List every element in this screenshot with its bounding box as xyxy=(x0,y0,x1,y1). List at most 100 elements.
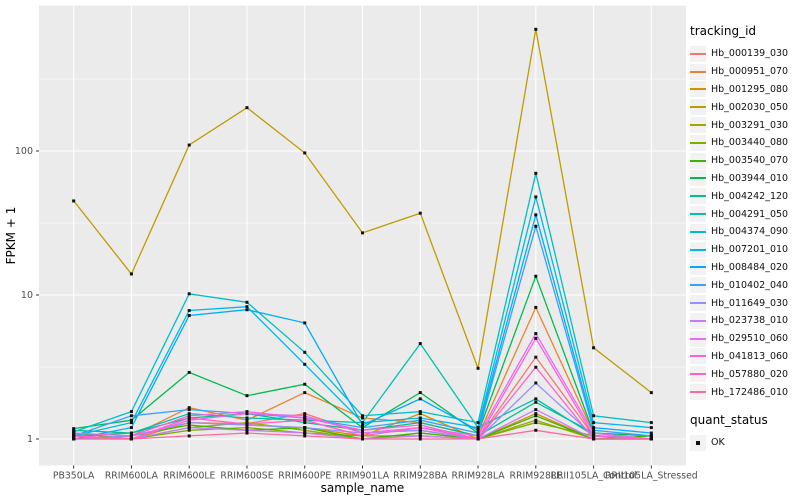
legend-item: Hb_029510_060 xyxy=(690,330,798,348)
data-point xyxy=(592,431,596,435)
legend-item: Hb_000139_030 xyxy=(690,45,798,63)
legend-item-label: Hb_003440_080 xyxy=(711,137,789,149)
data-point xyxy=(361,426,364,430)
data-point xyxy=(129,418,133,422)
data-point xyxy=(534,428,538,432)
legend-item: Hb_010402_040 xyxy=(690,276,798,294)
data-point xyxy=(187,370,191,374)
data-point xyxy=(592,346,596,350)
legend-line-key-icon xyxy=(690,259,706,276)
legend-line-key-icon xyxy=(690,277,706,294)
data-point xyxy=(534,213,538,217)
data-point xyxy=(303,151,307,155)
data-point xyxy=(534,195,538,199)
data-point xyxy=(418,434,422,438)
quant-status-legend: quant_status OK xyxy=(690,413,798,452)
data-point xyxy=(418,423,422,427)
legend-item-ok: OK xyxy=(690,434,798,452)
legend-item: Hb_002030_050 xyxy=(690,98,798,116)
legend-line-key-icon xyxy=(690,366,706,383)
data-point xyxy=(649,431,653,435)
x-tick-label: RRIM600SE xyxy=(220,471,273,482)
data-point xyxy=(187,428,191,432)
legend-line-key-icon xyxy=(690,117,706,134)
data-point xyxy=(303,431,307,435)
data-point xyxy=(245,308,249,312)
legend-item-label: Hb_004242_120 xyxy=(711,190,789,202)
x-tick-label: RRII105LA_Stressed xyxy=(605,471,698,482)
data-point xyxy=(534,408,538,412)
data-point xyxy=(72,434,76,438)
data-point xyxy=(418,437,422,441)
data-point xyxy=(592,414,596,418)
data-point xyxy=(418,431,422,435)
legend-item: Hb_008484_020 xyxy=(690,259,798,277)
legend-line-key-icon xyxy=(690,241,706,258)
data-point xyxy=(303,350,307,354)
data-point xyxy=(129,410,133,414)
data-point xyxy=(187,408,191,412)
data-point xyxy=(418,397,422,401)
data-point xyxy=(418,418,422,422)
data-point xyxy=(534,418,538,422)
data-point xyxy=(129,434,133,438)
data-point xyxy=(649,421,653,425)
data-point xyxy=(476,366,480,370)
data-point xyxy=(476,437,480,441)
x-tick-label: RRIM600PE xyxy=(278,471,331,482)
legend-item-label: Hb_000139_030 xyxy=(711,48,789,60)
data-point xyxy=(129,431,133,435)
data-point xyxy=(303,418,307,422)
data-point xyxy=(592,437,596,441)
legend-line-key-icon xyxy=(690,295,706,312)
data-point xyxy=(187,309,191,313)
legend-item-label: OK xyxy=(711,437,725,449)
data-point xyxy=(187,421,191,425)
data-point xyxy=(187,143,191,147)
legend-title-tracking-id: tracking_id xyxy=(690,24,757,38)
data-point xyxy=(534,274,538,278)
legend-item-label: Hb_000951_070 xyxy=(711,66,789,78)
legend-item: Hb_000951_070 xyxy=(690,63,798,81)
data-point xyxy=(245,418,249,422)
data-point xyxy=(476,434,480,438)
x-tick-label: RRIM928LA xyxy=(451,471,505,482)
data-point xyxy=(418,426,422,430)
data-point xyxy=(649,391,653,395)
data-point xyxy=(303,421,307,425)
x-tick-label: RRII105LA_Control xyxy=(550,471,636,482)
data-point xyxy=(303,412,307,416)
data-point xyxy=(534,381,538,385)
legend-item-label: Hb_001295_080 xyxy=(711,83,789,95)
legend-item: Hb_004374_090 xyxy=(690,223,798,241)
legend-line-key-icon xyxy=(690,312,706,329)
data-point xyxy=(187,412,191,416)
data-point xyxy=(187,314,191,318)
legend-item-label: Hb_002030_050 xyxy=(711,101,789,113)
data-point xyxy=(245,422,249,426)
x-tick-label: RRIM901LA xyxy=(336,471,390,482)
data-point xyxy=(534,421,538,425)
legend-items: Hb_000139_030 Hb_000951_070 Hb_001295_080 H… xyxy=(690,45,798,401)
y-tick-label: 10 xyxy=(21,290,33,301)
data-point xyxy=(129,421,133,425)
data-point xyxy=(418,211,422,215)
legend-item-label: Hb_011649_030 xyxy=(711,297,789,309)
data-point xyxy=(187,434,191,438)
legend-item-label: Hb_004374_090 xyxy=(711,226,789,238)
data-point xyxy=(649,426,653,430)
legend-line-key-icon xyxy=(690,223,706,240)
data-point xyxy=(534,414,538,418)
data-point xyxy=(534,400,538,404)
data-point xyxy=(245,428,249,432)
data-point xyxy=(303,428,307,432)
data-point xyxy=(303,414,307,418)
legend-line-key-icon xyxy=(690,206,706,223)
data-point xyxy=(361,434,364,438)
legend-item-label: Hb_003291_030 xyxy=(711,119,789,131)
data-point xyxy=(361,428,364,432)
data-point xyxy=(72,427,76,431)
x-tick-label: RRIM600LE xyxy=(163,471,216,482)
legend-line-key-icon xyxy=(690,384,706,401)
